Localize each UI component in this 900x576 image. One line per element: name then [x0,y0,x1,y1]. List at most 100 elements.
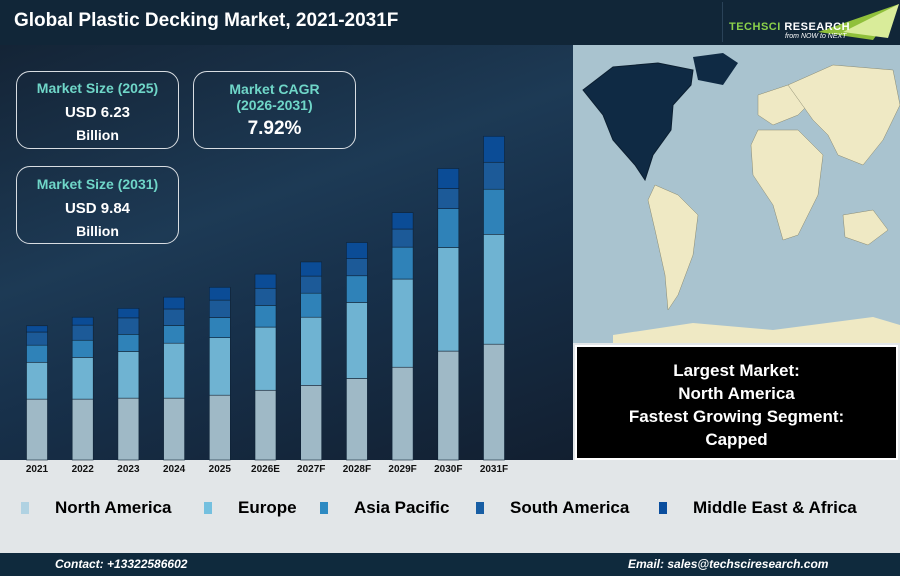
bar-segment-north-america-2025 [209,394,231,461]
legend-swatch [320,502,328,514]
techsci-logo: TECHSCI RESEARCH from NOW to NEXT [722,2,899,42]
bar-segment-south-america-2029F [391,228,414,248]
bar-segment-asia-pacific-2029F [391,246,414,280]
bar-segment-north-america-2030F [437,350,460,461]
card-period: (2026-2031) [236,97,313,113]
logo-tagline: from NOW to NEXT [785,33,847,40]
legend-label: Asia Pacific [354,498,450,517]
bar-segment-asia-pacific-2023 [117,334,140,352]
bar-segment-asia-pacific-2021 [26,344,48,363]
x-tick-label: 2025 [209,464,232,475]
bar-segment-europe-2029F [391,278,414,368]
bar-segment-middle-east-africa-2027F [300,261,323,277]
legend-label: Middle East & Africa [693,498,857,517]
contact-email: Email: sales@techsciresearch.com [628,557,829,571]
x-tick-label: 2028F [343,464,371,475]
legend-swatch [659,502,667,514]
x-tick-label: 2027F [297,464,325,475]
bar-segment-north-america-2031F [483,343,505,461]
bar-segment-europe-2030F [437,247,460,352]
legend-item-asia-pacific: Asia Pacific [320,498,449,518]
bar-segment-asia-pacific-2027F [300,292,323,318]
card-value: 7.92% [247,118,302,139]
card-value: USD 6.23 [64,104,131,121]
chart-legend: North America Europe Asia Pacific South … [0,498,900,526]
stacked-bar-chart: 2021 2022 2023 2024 2025 2026E 2027F 2028F 2029F… [0,135,573,480]
bar-segment-south-america-2022 [71,324,94,341]
bar-segment-south-america-2028F [346,258,368,277]
card-value: USD 9.84 [64,200,131,217]
bar-segment-europe-2027F [300,316,323,386]
header: Global Plastic Decking Market, 2021-2031… [0,0,900,45]
x-tick-label: 2031F [480,464,508,475]
bar-segment-europe-2022 [71,357,94,400]
bar-segment-asia-pacific-2031F [483,188,505,235]
bar-segment-asia-pacific-2028F [346,275,368,303]
bar-segment-middle-east-africa-2021 [26,325,48,333]
bar-segment-south-america-2030F [437,188,460,209]
bar-segment-europe-2025 [209,337,231,396]
bar-segment-north-america-2028F [346,378,368,461]
bar-segment-middle-east-africa-2029F [391,212,414,230]
chart-background [0,45,573,460]
fastest-segment-value: Capped [705,430,768,449]
bar-segment-middle-east-africa-2031F [483,135,505,163]
footer: Contact: +13322586602 Email: sales@techs… [0,553,900,576]
card-unit: Billion [76,223,119,239]
x-axis-band [0,460,573,480]
bar-segment-south-america-2031F [483,161,505,190]
bar-segment-north-america-2029F [391,366,414,461]
bar-segment-south-america-2027F [300,275,323,294]
bar-segment-asia-pacific-2024 [163,325,185,344]
bar-segment-middle-east-africa-2022 [71,316,94,326]
legend-label: South America [510,498,630,517]
bar-segment-north-america-2023 [117,397,140,461]
bar-segment-europe-2031F [483,234,505,345]
page-title: Global Plastic Decking Market, 2021-2031… [14,10,399,31]
legend-label: North America [55,498,172,517]
x-tick-label: 2022 [72,464,95,475]
largest-market-label: Largest Market: [673,361,800,380]
bar-segment-north-america-2021 [26,398,48,461]
bar-segment-middle-east-africa-2026E [254,273,277,289]
bar-segment-south-america-2024 [163,308,185,326]
card-heading: Market CAGR [229,81,320,97]
market-cagr-card: Market CAGR (2026-2031) 7.92% [193,71,356,149]
bar-segment-north-america-2026E [254,389,277,461]
contact-phone: Contact: +13322586602 [55,557,188,571]
bar-segment-north-america-2022 [71,398,94,461]
bar-segment-south-america-2025 [209,299,231,318]
bar-segment-north-america-2024 [163,397,185,461]
legend-item-north-america: North America [21,498,172,518]
legend-swatch [204,502,212,514]
bar-segment-middle-east-africa-2025 [209,286,231,301]
bar-segment-europe-2024 [163,342,185,399]
bar-segment-europe-2028F [346,302,368,379]
bar-segment-south-america-2021 [26,331,48,346]
legend-item-europe: Europe [204,498,297,518]
logo-text: TECHSCI RESEARCH [729,21,851,33]
x-tick-label: 2023 [117,464,140,475]
bar-segment-asia-pacific-2026E [254,305,277,328]
x-tick-label: 2026E [251,464,280,475]
bar-segment-south-america-2026E [254,287,277,306]
card-heading: Market Size (2031) [36,176,159,192]
bar-segment-middle-east-africa-2023 [117,308,140,319]
x-tick-label: 2029F [388,464,416,475]
legend-item-south-america: South America [476,498,629,518]
bar-segment-asia-pacific-2022 [71,339,94,358]
legend-label: Europe [238,498,297,517]
card-heading: Market Size (2025) [36,80,159,96]
x-tick-label: 2024 [163,464,186,475]
bar-segment-south-america-2023 [117,317,140,335]
market-size-2025-card: Market Size (2025) USD 6.23 Billion [16,71,179,149]
bar-segment-europe-2026E [254,326,277,391]
world-map-icon [582,53,900,343]
bar-segment-middle-east-africa-2030F [437,168,460,189]
bar-segment-middle-east-africa-2028F [346,242,368,259]
x-tick-label: 2021 [26,464,49,475]
bar-segment-europe-2023 [117,351,140,399]
fastest-segment-label: Fastest Growing Segment: [628,407,845,426]
logo-swoosh-icon [818,4,899,40]
world-map [573,45,900,343]
